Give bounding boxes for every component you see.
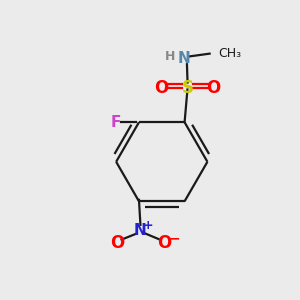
Text: H: H	[165, 50, 176, 63]
Text: −: −	[168, 231, 180, 245]
Text: +: +	[142, 219, 153, 232]
Text: CH₃: CH₃	[218, 47, 242, 60]
Text: O: O	[154, 80, 169, 98]
Text: O: O	[110, 233, 124, 251]
Text: N: N	[178, 51, 190, 66]
Text: F: F	[110, 115, 121, 130]
Text: O: O	[158, 233, 172, 251]
Text: O: O	[206, 80, 220, 98]
Text: S: S	[182, 80, 194, 98]
Text: N: N	[134, 223, 147, 238]
